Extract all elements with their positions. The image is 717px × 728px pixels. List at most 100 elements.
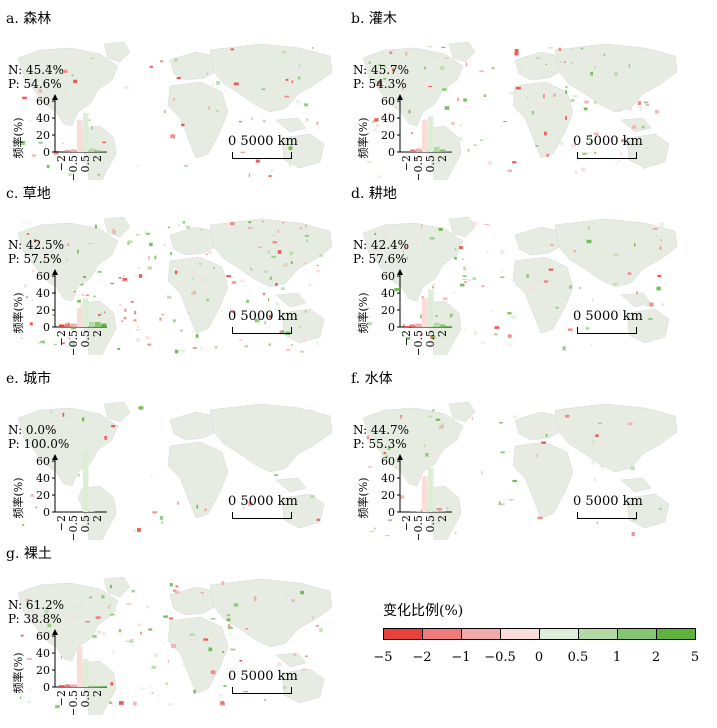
change-pixel [180,435,184,438]
change-pixel [108,606,110,609]
change-pixel [632,518,637,521]
change-pixel [154,255,157,260]
change-pixel [660,239,662,242]
change-pixel [25,296,29,299]
change-pixel [244,268,246,270]
change-pixel [163,243,167,246]
change-pixel [146,336,150,340]
change-pixel [234,224,238,229]
continent-shape [167,616,229,694]
frequency-histogram: 频率(%) 0 20 40 60 −2 −0.5 0.5 2 [11,450,107,540]
change-pixel [108,255,111,258]
change-pixel [587,226,591,230]
change-pixel [573,250,576,253]
change-pixel [374,232,377,236]
change-pixel [411,132,414,135]
change-pixel [442,88,447,91]
change-pixel [85,294,90,297]
change-pixel [176,501,180,505]
change-pixel [125,640,131,642]
change-pixel [390,439,393,442]
change-pixel [511,315,516,319]
change-pixel [110,282,114,285]
change-pixel [308,284,312,286]
change-pixel [406,337,411,340]
change-pixel [600,466,604,468]
histogram-bar [59,151,65,152]
change-pixel [123,316,127,320]
y-tick-label: 60 [381,95,395,108]
change-pixel [432,55,437,58]
change-pixel [555,136,558,141]
change-pixel [90,229,94,231]
change-pixel [148,256,150,260]
change-pixel [436,508,442,511]
change-pixel [44,87,48,92]
change-pixel [112,609,117,612]
change-pixel [29,322,33,326]
change-pixel [268,175,272,177]
continent-shape [209,578,333,648]
change-pixel [582,152,587,155]
change-pixel [50,232,53,234]
change-pixel [205,253,208,255]
change-pixel [152,511,157,514]
change-pixel [383,78,387,80]
change-pixel [526,274,529,279]
change-pixel [426,169,427,171]
panel-title: d. 耕地 [351,186,397,202]
change-pixel [643,101,649,104]
x-tick-label: −2 [55,155,68,171]
y-axis-label: 频率(%) [11,477,25,518]
change-pixel [251,117,253,121]
y-tick-label: 0 [388,321,395,334]
change-pixel [110,682,114,686]
change-pixel [636,291,638,295]
change-pixel [420,333,424,336]
change-pixel [451,292,456,294]
change-pixel [38,89,43,93]
x-tick-label: −0.5 [67,515,80,540]
change-pixel [202,594,205,596]
change-pixel [507,169,512,173]
change-pixel [160,60,164,63]
change-pixel [432,335,436,339]
change-pixel [38,141,43,144]
change-pixel [121,320,124,322]
change-pixel [94,224,97,229]
change-pixel [203,638,209,641]
x-tick-label: 2 [91,515,104,522]
change-pixel [304,310,307,313]
change-pixel [559,61,561,63]
continent-shape [620,117,652,133]
change-pixel [544,155,549,157]
change-pixel [22,96,27,99]
change-pixel [228,626,233,629]
change-pixel [262,292,266,296]
change-pixel [562,346,566,351]
legend-color-cell [657,629,695,639]
change-pixel [302,668,307,670]
change-pixel [571,62,573,64]
change-pixel [62,142,64,144]
change-pixel [70,343,75,346]
change-pixel [228,624,231,628]
change-pixel [586,152,591,154]
y-axis-label: 频率(%) [356,292,370,333]
y-tick-label: 20 [36,489,50,502]
change-pixel [132,701,137,706]
change-pixel [494,333,498,336]
x-tick-label: −0.5 [412,515,425,540]
change-pixel [86,518,90,520]
continent-shape [17,222,119,302]
change-pixel [151,475,153,478]
change-pixel [591,52,595,57]
change-pixel [594,440,597,443]
continent-shape [103,41,131,63]
change-pixel [471,416,473,421]
histogram-bar [89,321,95,327]
change-pixel [264,699,266,701]
change-pixel [316,121,319,126]
change-pixel [583,107,588,111]
change-pixel [74,613,76,615]
